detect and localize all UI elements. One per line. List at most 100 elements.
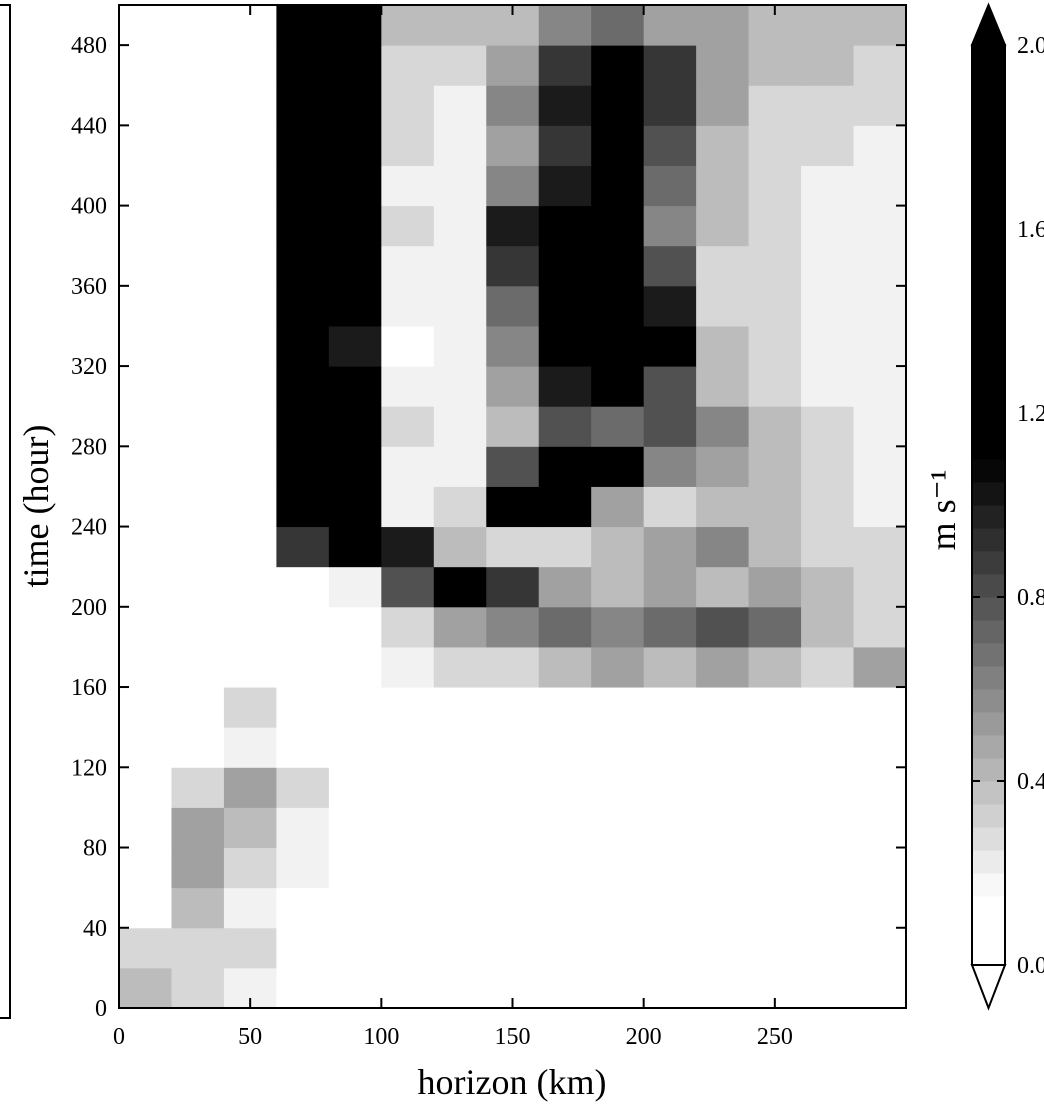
x-tick-label: 250	[757, 1024, 793, 1050]
y-tick-label: 80	[83, 836, 107, 862]
heat-cell	[486, 927, 540, 969]
heat-cell	[171, 245, 225, 287]
heat-cell	[171, 85, 225, 126]
heat-cell	[591, 606, 645, 648]
heat-cell	[853, 727, 907, 768]
heat-cell	[433, 285, 487, 327]
heat-cell	[591, 406, 645, 447]
x-tick-label: 200	[626, 1024, 662, 1050]
heat-cell	[801, 406, 855, 447]
heat-cell	[276, 566, 330, 608]
colorbar-step	[972, 666, 1005, 690]
y-axis-label: time (hour)	[16, 425, 56, 588]
heat-cell	[591, 245, 645, 287]
colorbar-step	[972, 643, 1005, 667]
y-tick-label: 360	[71, 274, 107, 300]
heat-cell	[223, 566, 277, 608]
heat-cell	[801, 366, 855, 407]
heat-cell	[381, 245, 435, 287]
heat-cell	[171, 125, 225, 166]
colorbar-step	[972, 689, 1005, 713]
heat-cell	[119, 5, 172, 46]
heat-cell	[643, 285, 697, 327]
heat-cell	[381, 807, 435, 849]
heat-cell	[119, 205, 172, 247]
heat-cell	[696, 646, 750, 688]
heat-cell	[381, 887, 435, 929]
heat-cell	[748, 646, 802, 688]
heat-cell	[223, 325, 277, 367]
heat-cell	[748, 366, 802, 407]
heat-cell	[381, 967, 435, 1009]
heat-cell	[538, 406, 592, 447]
heat-cell	[223, 446, 277, 487]
colorbar-step	[972, 712, 1005, 736]
heat-cell	[433, 45, 487, 86]
heat-cell	[643, 165, 697, 207]
heat-cell	[223, 406, 277, 447]
colorbar-extend-top	[970, 2, 1007, 46]
heat-cell	[538, 887, 592, 929]
heat-cell	[328, 927, 382, 969]
heat-cell	[223, 887, 277, 929]
heat-cell	[801, 165, 855, 207]
heat-cell	[696, 967, 750, 1009]
heat-cell	[643, 767, 697, 808]
heat-cell	[801, 887, 855, 929]
heat-cell	[171, 927, 225, 969]
heat-cell	[276, 5, 330, 46]
heat-cell	[328, 45, 382, 86]
heat-cell	[119, 967, 172, 1009]
y-tick-label: 0	[95, 996, 107, 1022]
heat-cell	[276, 807, 330, 849]
heat-cell	[853, 646, 907, 688]
heat-cell	[381, 366, 435, 407]
heat-cell	[328, 606, 382, 648]
heat-cell	[643, 45, 697, 86]
colorbar-tick-label: 2.0	[1017, 33, 1044, 59]
heat-cell	[328, 325, 382, 367]
heat-cell	[381, 125, 435, 166]
heat-cell	[748, 85, 802, 126]
heat-cell	[276, 887, 330, 929]
heat-cell	[696, 245, 750, 287]
colorbar-tick-label: 0.4	[1017, 769, 1044, 795]
heat-cell	[276, 646, 330, 688]
heat-cell	[801, 205, 855, 247]
heat-cell	[538, 687, 592, 728]
x-tick-label: 50	[238, 1024, 262, 1050]
heat-cell	[853, 5, 907, 46]
colorbar-step	[972, 919, 1005, 943]
heat-cell	[853, 45, 907, 86]
heat-cell	[801, 847, 855, 889]
heat-cell	[801, 5, 855, 46]
heat-cell	[748, 727, 802, 768]
heat-cell	[538, 767, 592, 808]
heat-cell	[643, 727, 697, 768]
heat-cell	[276, 606, 330, 648]
heat-cell	[696, 687, 750, 728]
heat-cell	[538, 526, 592, 568]
heat-cell	[433, 486, 487, 528]
colorbar-step	[972, 850, 1005, 874]
colorbar-step	[972, 91, 1005, 115]
y-tick-label: 280	[71, 434, 107, 460]
heat-cell	[276, 767, 330, 808]
heat-cell	[643, 406, 697, 447]
heat-cell	[538, 807, 592, 849]
heat-cell	[171, 165, 225, 207]
colorbar-step	[972, 804, 1005, 828]
colorbar-step	[972, 735, 1005, 759]
heat-cell	[381, 606, 435, 648]
colorbar: 0.0 0.4 0.8 1.2 1.6 2.0	[970, 2, 1044, 1011]
heat-cell	[748, 687, 802, 728]
heat-cell	[696, 325, 750, 367]
heat-cell	[696, 165, 750, 207]
heat-cell	[433, 727, 487, 768]
heat-cell	[223, 927, 277, 969]
heat-cell	[486, 125, 540, 166]
heat-cell	[643, 325, 697, 367]
heat-cell	[381, 85, 435, 126]
colorbar-extend-bottom	[970, 964, 1007, 1011]
heat-cell	[643, 847, 697, 889]
